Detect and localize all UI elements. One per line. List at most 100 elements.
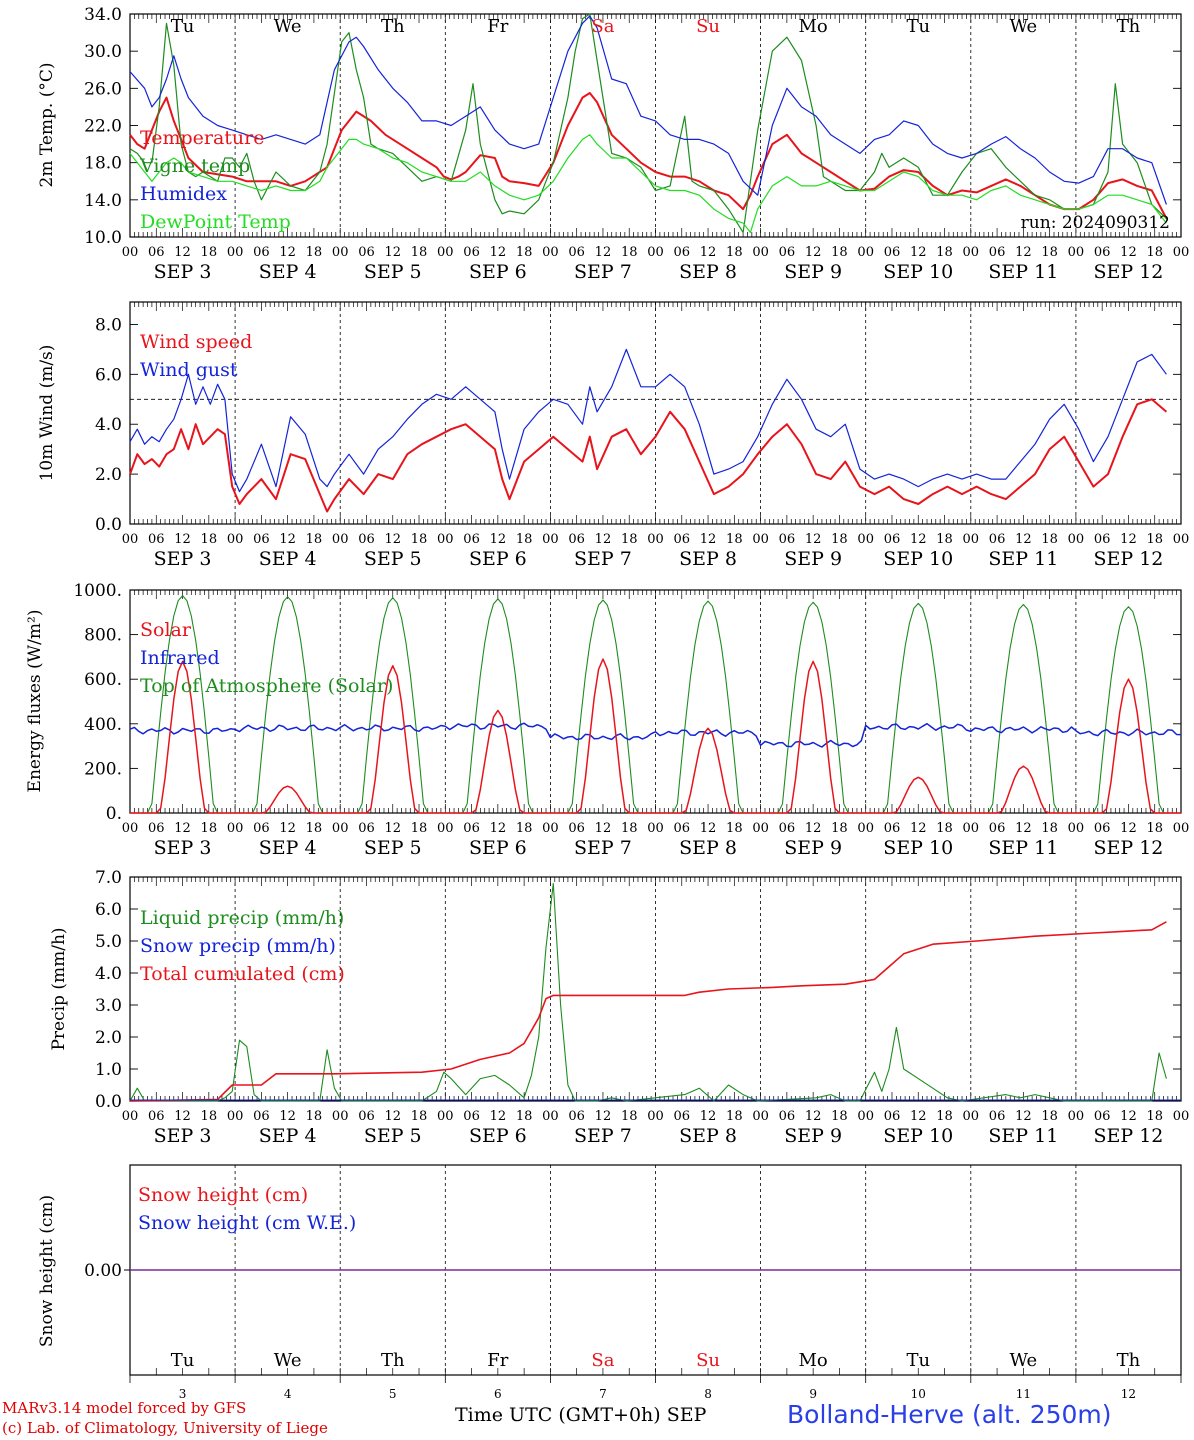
y-tick-label: 200. (84, 759, 122, 779)
hour-tick-label: 12 (910, 821, 927, 836)
hour-tick-label: 06 (1094, 821, 1111, 836)
weekday-label: Sa (591, 1350, 614, 1371)
hour-tick-label: 00 (122, 821, 139, 836)
hour-tick-label: 00 (122, 532, 139, 547)
model-credit: MARv3.14 model forced by GFS (2, 1399, 247, 1417)
hour-tick-label: 18 (831, 821, 848, 836)
hour-tick-label: 18 (726, 1109, 743, 1124)
y-axis-title: 10m Wind (m/s) (37, 345, 57, 482)
hour-tick-label: 06 (1094, 245, 1111, 260)
hour-tick-label: 18 (1041, 245, 1058, 260)
hour-tick-label: 00 (332, 821, 349, 836)
y-tick-label: 8.0 (95, 315, 122, 335)
hour-tick-label: 06 (253, 532, 270, 547)
date-label: SEP 9 (784, 1125, 842, 1147)
hour-tick-label: 12 (174, 1109, 191, 1124)
hour-tick-label: 06 (358, 821, 375, 836)
weekday-label: Sa (591, 16, 614, 37)
y-tick-label: 5.0 (95, 932, 122, 952)
weekday-label: Su (696, 1350, 720, 1371)
hour-tick-label: 00 (227, 821, 244, 836)
legend-temperature: Temperature (140, 127, 264, 149)
y-tick-label: 10.0 (84, 228, 122, 248)
hour-tick-label: 00 (437, 245, 454, 260)
hour-tick-label: 06 (884, 821, 901, 836)
date-label: SEP 3 (154, 1125, 212, 1147)
hour-tick-label: 00 (227, 532, 244, 547)
hour-tick-label: 18 (306, 1109, 323, 1124)
hour-tick-label: 00 (752, 1109, 769, 1124)
y-tick-label: 400. (84, 715, 122, 735)
hour-tick-label: 12 (1015, 821, 1032, 836)
y-tick-label: 6.0 (95, 365, 122, 385)
hour-tick-label: 06 (463, 245, 480, 260)
weekday-label: Tu (906, 1350, 930, 1371)
weekday-label: We (274, 16, 302, 37)
hour-tick-label: 00 (857, 532, 874, 547)
hour-tick-label: 00 (1068, 245, 1085, 260)
hour-tick-label: 12 (279, 532, 296, 547)
hour-tick-label: 18 (621, 532, 638, 547)
hour-tick-label: 00 (1173, 821, 1190, 836)
legend-vigne-temp: Vigne temp (139, 155, 250, 177)
date-label: SEP 6 (469, 261, 527, 283)
legend-total-cumulated-cm-: Total cumulated (cm) (140, 963, 345, 985)
day-number-label: 12 (1121, 1387, 1136, 1400)
weekday-label: Th (381, 16, 405, 37)
weekday-label: Tu (906, 16, 930, 37)
day-number-label: 10 (911, 1387, 926, 1400)
hour-tick-label: 18 (516, 532, 533, 547)
y-tick-label: 2.0 (95, 1028, 122, 1048)
date-label: SEP 11 (988, 1125, 1058, 1147)
weekday-label: We (274, 1350, 302, 1371)
hour-tick-label: 12 (279, 1109, 296, 1124)
date-label: SEP 12 (1094, 1125, 1164, 1147)
series-total-cumulated (129, 921, 1167, 1102)
weekday-label: Su (696, 16, 720, 37)
hour-tick-label: 18 (1146, 245, 1163, 260)
weekday-label: Mo (799, 16, 828, 37)
hour-tick-label: 12 (384, 1109, 401, 1124)
hour-tick-label: 12 (384, 245, 401, 260)
legend-infrared: Infrared (140, 647, 220, 669)
date-label: SEP 6 (469, 548, 527, 570)
hour-tick-label: 06 (148, 245, 165, 260)
date-label: SEP 5 (364, 1125, 422, 1147)
date-label: SEP 9 (784, 548, 842, 570)
date-label: SEP 5 (364, 261, 422, 283)
hour-tick-label: 12 (174, 821, 191, 836)
hour-tick-label: 06 (568, 245, 585, 260)
legend-snow-height-cm-: Snow height (cm) (138, 1184, 308, 1206)
hour-tick-label: 06 (674, 1109, 691, 1124)
hour-tick-label: 00 (857, 245, 874, 260)
hour-tick-label: 06 (884, 1109, 901, 1124)
day-number-label: 9 (809, 1387, 817, 1400)
hour-tick-label: 06 (989, 1109, 1006, 1124)
hour-tick-label: 06 (989, 245, 1006, 260)
hour-tick-label: 00 (752, 532, 769, 547)
hour-tick-label: 00 (227, 1109, 244, 1124)
legend-snow-height-cm-w-e-: Snow height (cm W.E.) (138, 1212, 356, 1234)
hour-tick-label: 12 (1015, 1109, 1032, 1124)
hour-tick-label: 06 (358, 1109, 375, 1124)
y-tick-label: 34.0 (84, 5, 122, 25)
hour-tick-label: 12 (805, 532, 822, 547)
date-label: SEP 11 (988, 548, 1058, 570)
hour-tick-label: 12 (1120, 532, 1137, 547)
hour-tick-label: 00 (332, 245, 349, 260)
hour-tick-label: 06 (674, 245, 691, 260)
y-tick-label: 14.0 (84, 191, 122, 211)
hour-tick-label: 00 (542, 245, 559, 260)
weekday-label: We (1010, 1350, 1038, 1371)
date-label: SEP 10 (883, 1125, 953, 1147)
hour-tick-label: 00 (647, 821, 664, 836)
hour-tick-label: 00 (437, 532, 454, 547)
hour-tick-label: 18 (306, 532, 323, 547)
y-tick-label: 6.0 (95, 900, 122, 920)
hour-tick-label: 18 (831, 1109, 848, 1124)
hour-tick-label: 06 (358, 532, 375, 547)
hour-tick-label: 12 (174, 532, 191, 547)
legend-liquid-precip-mm-h-: Liquid precip (mm/h) (140, 907, 344, 929)
hour-tick-label: 06 (253, 821, 270, 836)
date-label: SEP 4 (259, 261, 317, 283)
